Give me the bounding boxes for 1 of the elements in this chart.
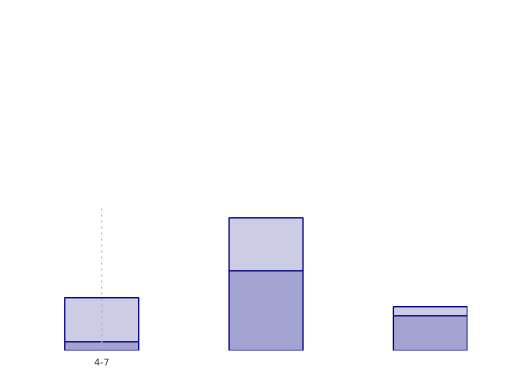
x-tick-label: 4-7 <box>94 358 110 368</box>
